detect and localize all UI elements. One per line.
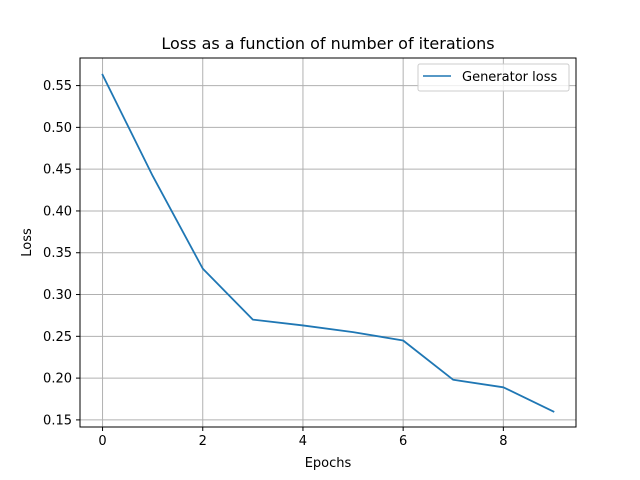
- legend-box: [417, 63, 570, 92]
- x-tick-label: 8: [499, 434, 507, 449]
- x-tick-label: 4: [299, 434, 307, 449]
- y-tick-label: 0.45: [43, 163, 72, 178]
- x-tick-label: 6: [399, 434, 407, 449]
- series-layer: [101, 73, 555, 413]
- y-axis-label: Loss: [20, 228, 35, 257]
- legend: Generator loss: [417, 63, 570, 92]
- y-tick-label: 0.55: [43, 79, 72, 94]
- y-tick-label: 0.15: [43, 413, 72, 428]
- y-tick-label: 0.20: [43, 372, 72, 387]
- x-tick-label: 2: [199, 434, 207, 449]
- y-tick-label: 0.30: [43, 288, 72, 303]
- plot-frame: [79, 57, 577, 428]
- x-tick-label: 0: [98, 434, 106, 449]
- y-tick-label: 0.35: [43, 246, 72, 261]
- y-tick-label: 0.25: [43, 330, 72, 345]
- legend-label-generator-loss: Generator loss: [462, 70, 557, 85]
- axis-ticks: 0 2 4 6 8 0.15 0.20 0.25 0.30 0.35 0.40 0.45 0.50 0.5…: [43, 79, 507, 449]
- y-tick-label: 0.50: [43, 121, 72, 136]
- series-line-generator-loss: [101, 73, 555, 413]
- grid-lines: [80, 58, 576, 427]
- y-tick-label: 0.40: [43, 204, 72, 219]
- chart-title: Loss as a function of number of iteratio…: [161, 34, 494, 53]
- x-axis-label: Epochs: [305, 456, 352, 471]
